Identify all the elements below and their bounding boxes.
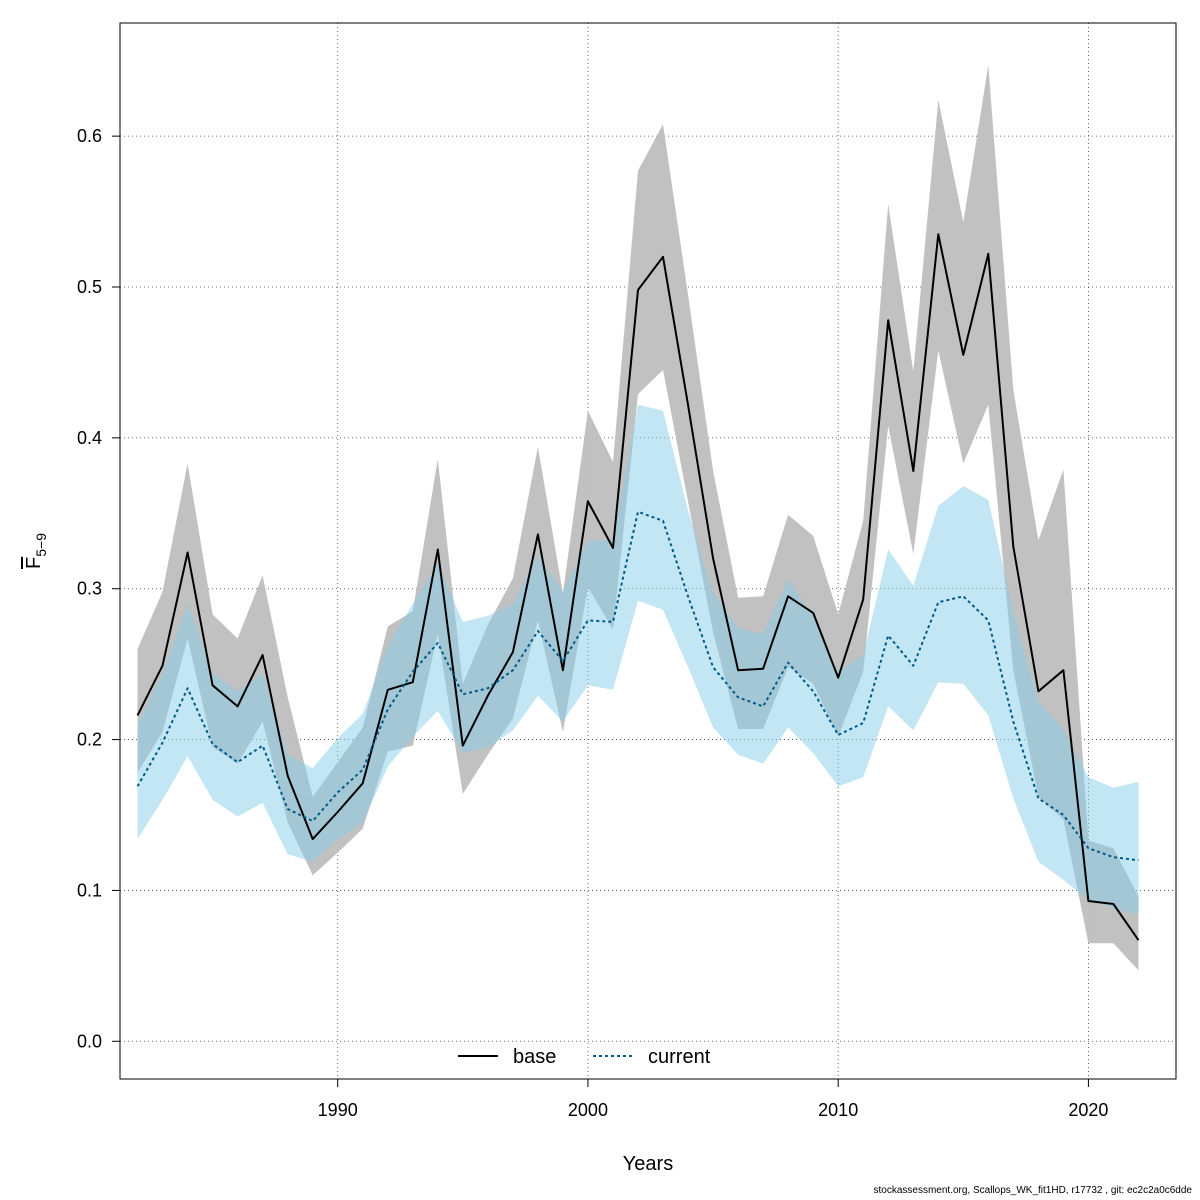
y-axis-title-subscript: 5−9 xyxy=(33,533,49,557)
x-axis: 1990 2000 2010 2020 xyxy=(318,1079,1108,1120)
x-tick-label: 2020 xyxy=(1068,1100,1108,1120)
line-current xyxy=(136,510,1139,862)
svg-text:F5−9: F5−9 xyxy=(23,533,49,569)
y-tick-label: 0.5 xyxy=(77,277,102,297)
y-axis: 0.0 0.1 0.2 0.3 0.4 0.5 0.6 xyxy=(77,126,120,1051)
x-axis-title: Years xyxy=(623,1153,673,1175)
y-tick-label: 0.6 xyxy=(77,126,102,146)
y-axis-title-main: F xyxy=(23,557,45,569)
legend-current-label: current xyxy=(648,1046,711,1068)
legend-base-label: base xyxy=(513,1046,556,1068)
y-axis-title: F5−9 xyxy=(23,533,49,569)
band-current xyxy=(137,404,1139,915)
y-tick-label: 0.3 xyxy=(77,579,102,599)
x-tick-label: 2000 xyxy=(568,1100,608,1120)
y-tick-label: 0.1 xyxy=(77,880,102,900)
x-tick-label: 2010 xyxy=(818,1100,858,1120)
x-tick-label: 1990 xyxy=(318,1100,358,1120)
confidence-bands xyxy=(137,65,1139,971)
plot-frame xyxy=(119,22,1177,1080)
y-tick-label: 0.4 xyxy=(77,428,102,448)
footer-credit: stockassessment.org, Scallops_WK_fit1HD,… xyxy=(873,1185,1193,1196)
series-lines xyxy=(136,233,1140,941)
y-tick-label: 0.0 xyxy=(77,1031,102,1051)
y-tick-label: 0.2 xyxy=(77,730,102,750)
legend: base current xyxy=(458,1046,711,1068)
